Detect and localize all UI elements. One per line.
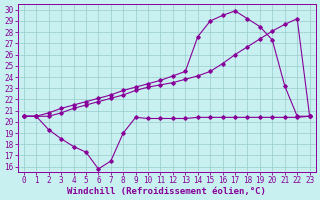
X-axis label: Windchill (Refroidissement éolien,°C): Windchill (Refroidissement éolien,°C) [67, 187, 266, 196]
